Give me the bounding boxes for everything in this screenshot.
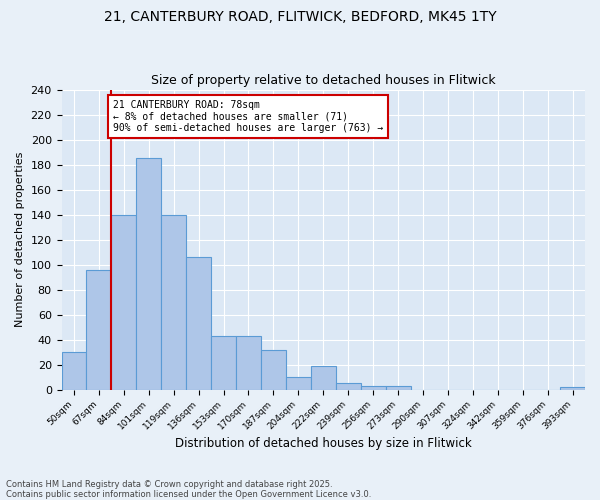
- Title: Size of property relative to detached houses in Flitwick: Size of property relative to detached ho…: [151, 74, 496, 87]
- Bar: [136, 158, 161, 390]
- Bar: [560, 387, 585, 390]
- Bar: [161, 214, 186, 390]
- X-axis label: Distribution of detached houses by size in Flitwick: Distribution of detached houses by size …: [175, 437, 472, 450]
- Text: 21, CANTERBURY ROAD, FLITWICK, BEDFORD, MK45 1TY: 21, CANTERBURY ROAD, FLITWICK, BEDFORD, …: [104, 10, 496, 24]
- Text: 21 CANTERBURY ROAD: 78sqm
← 8% of detached houses are smaller (71)
90% of semi-d: 21 CANTERBURY ROAD: 78sqm ← 8% of detach…: [113, 100, 383, 133]
- Bar: [361, 386, 386, 390]
- Bar: [286, 377, 311, 390]
- Text: Contains HM Land Registry data © Crown copyright and database right 2025.
Contai: Contains HM Land Registry data © Crown c…: [6, 480, 371, 499]
- Bar: [261, 350, 286, 390]
- Bar: [236, 336, 261, 390]
- Bar: [86, 270, 112, 390]
- Bar: [386, 386, 410, 390]
- Bar: [186, 257, 211, 390]
- Y-axis label: Number of detached properties: Number of detached properties: [15, 152, 25, 328]
- Bar: [62, 352, 86, 390]
- Bar: [112, 214, 136, 390]
- Bar: [211, 336, 236, 390]
- Bar: [336, 384, 361, 390]
- Bar: [311, 366, 336, 390]
